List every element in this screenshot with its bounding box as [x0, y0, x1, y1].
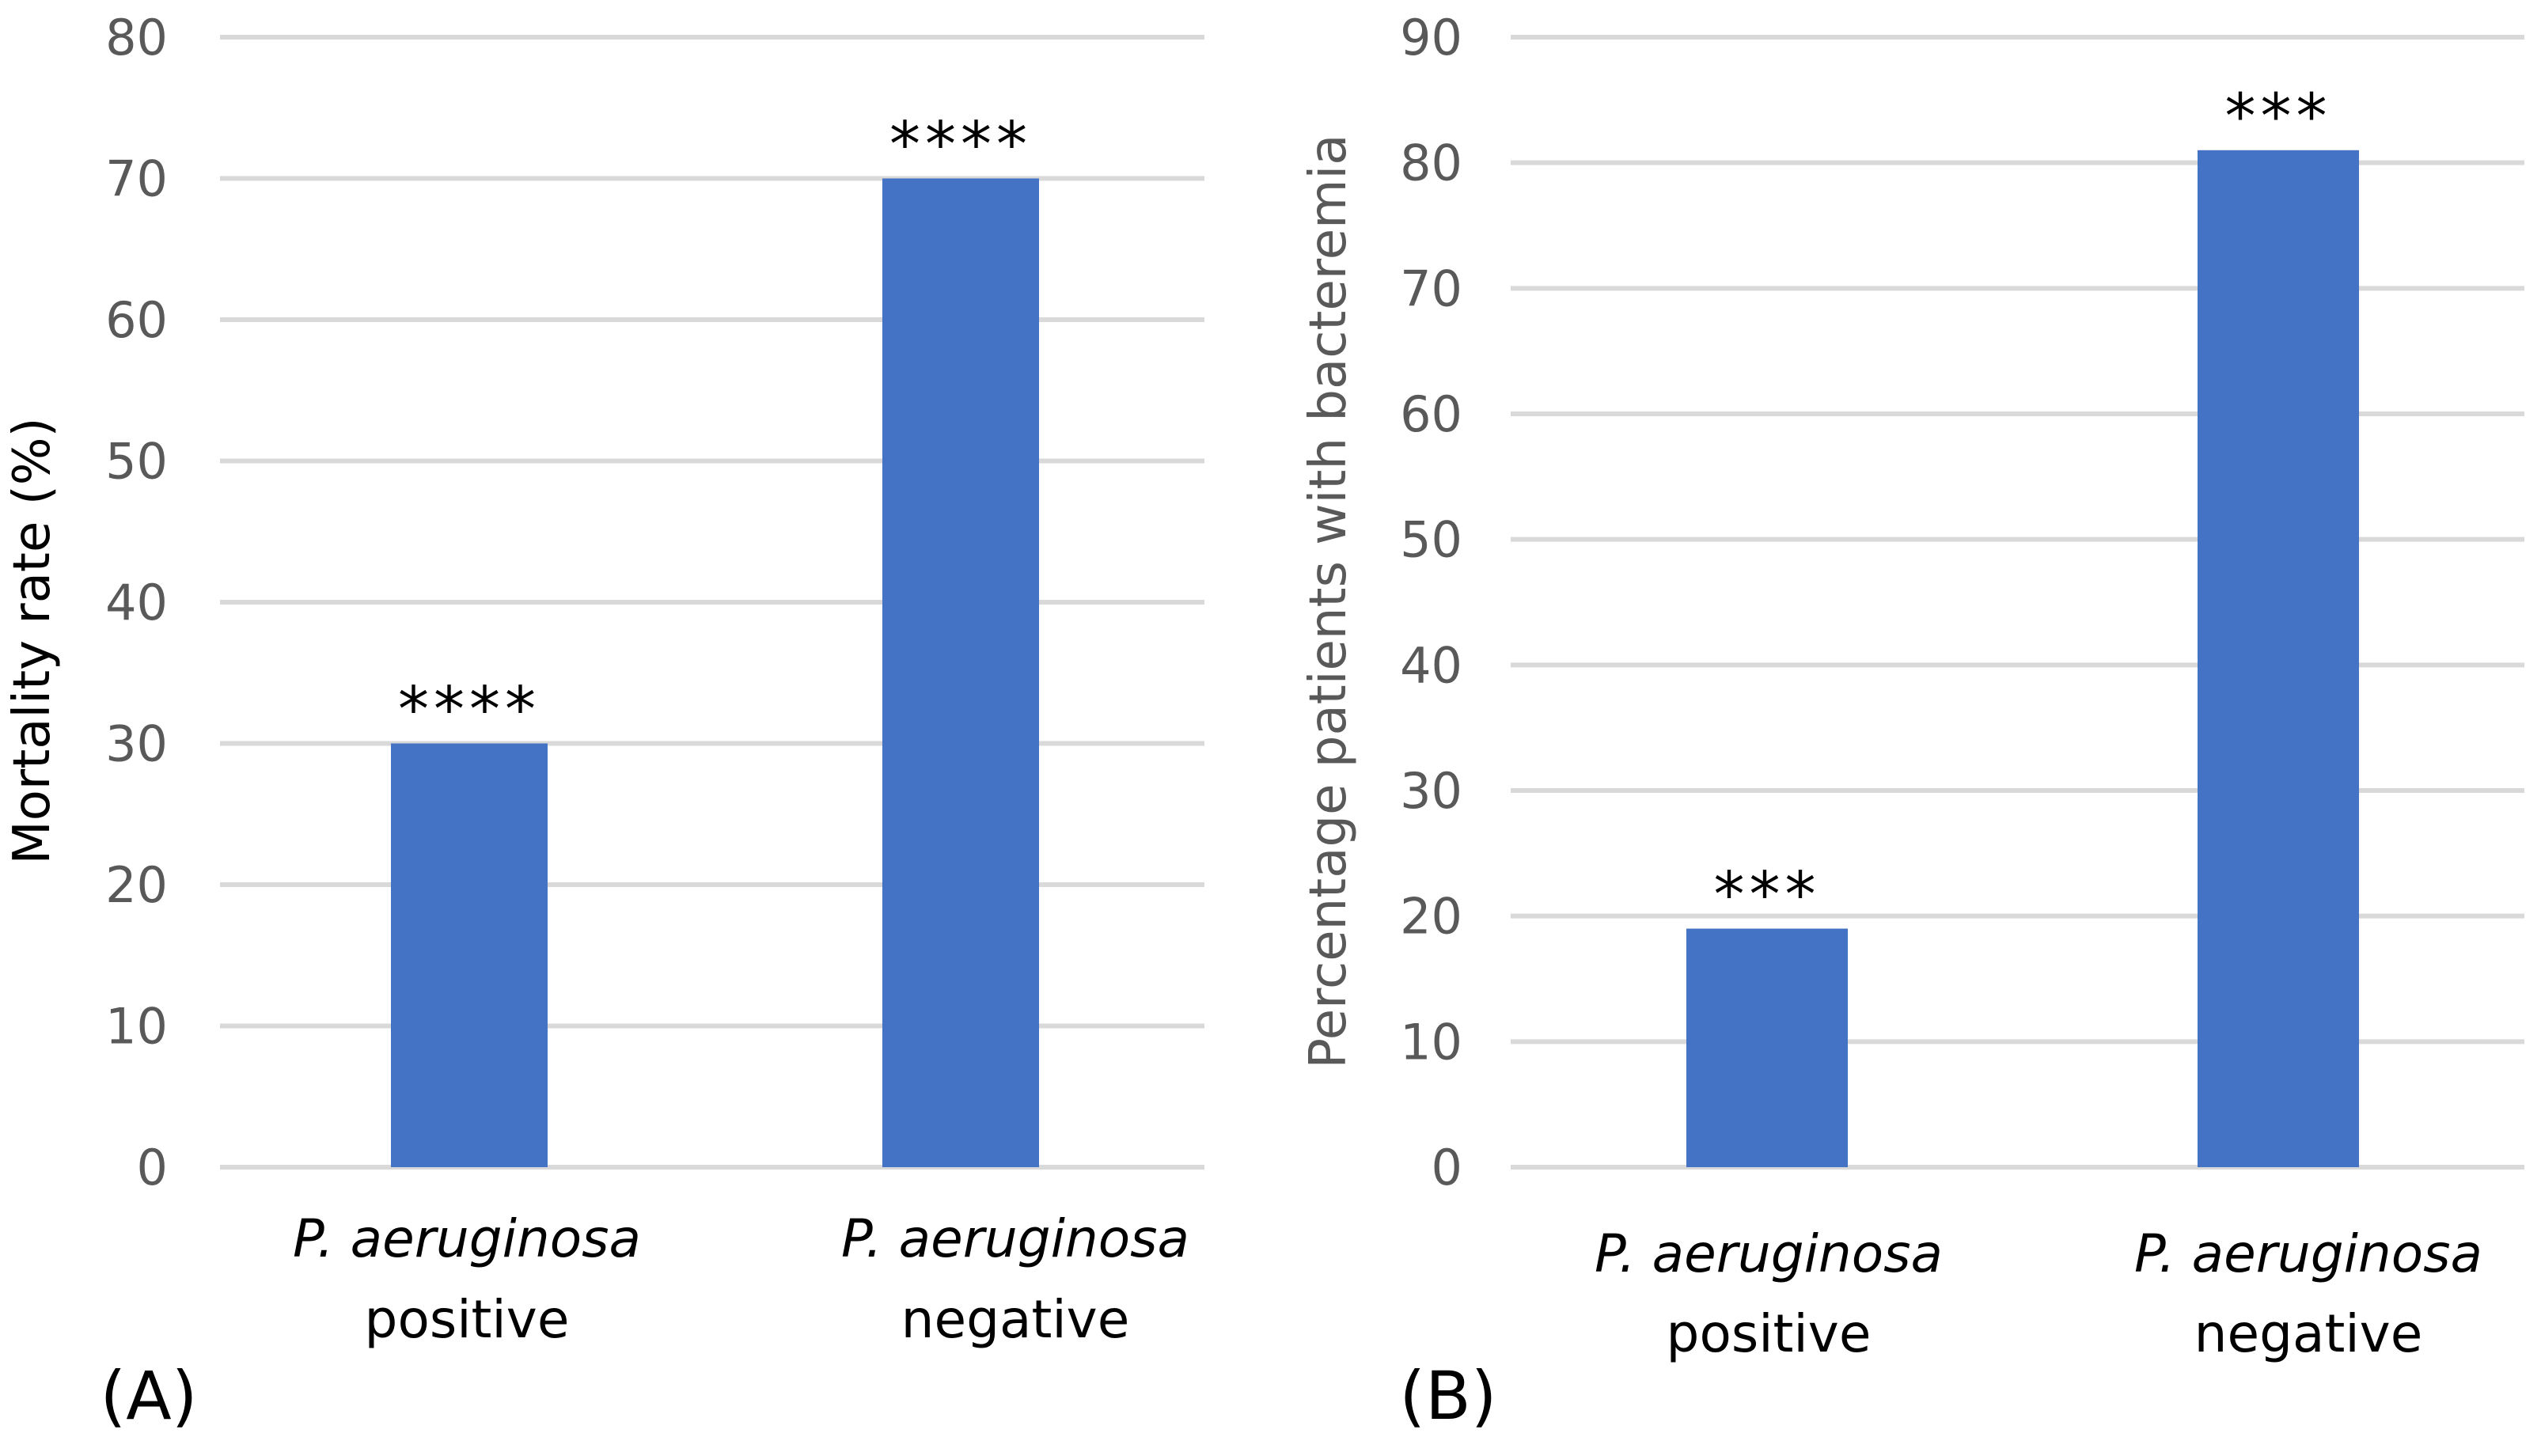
category-label-name: P. aeruginosa [293, 1208, 641, 1269]
y-tick-label: 60 [1400, 385, 1462, 443]
y-tick-label: 80 [1400, 135, 1462, 192]
y-tick-label: 80 [105, 9, 168, 66]
y-axis-title: Percentage patients with bacteremia [1299, 134, 1358, 1068]
panel-label: (A) [100, 1357, 197, 1435]
y-tick-label: 40 [105, 574, 168, 631]
y-tick-label: 70 [1400, 260, 1462, 317]
chart-panel-b: 0 10 20 30 40 50 60 70 80 90 *** *** P. aeruginosa po… [1299, 9, 2524, 1435]
category-label-qualifier: positive [365, 1289, 570, 1350]
chart-panel-a: 0 10 20 30 40 50 60 70 80 **** **** P. aeruginosa po… [3, 9, 1204, 1435]
y-axis-title: Mortality rate (%) [3, 418, 62, 865]
significance-label: **** [889, 110, 1032, 181]
category-label-qualifier: positive [1667, 1303, 1872, 1364]
significance-label: *** [2225, 82, 2332, 153]
y-tick-label: 50 [105, 433, 168, 491]
y-tick-label: 10 [1400, 1013, 1462, 1071]
bar [391, 743, 548, 1167]
y-tick-label: 70 [105, 150, 168, 208]
category-label-qualifier: negative [2194, 1303, 2423, 1364]
y-tick-label: 90 [1400, 9, 1462, 66]
bar [882, 178, 1039, 1167]
category-label-name: P. aeruginosa [2134, 1223, 2482, 1284]
y-tick-label: 20 [1400, 888, 1462, 946]
bar [1686, 928, 1848, 1167]
y-tick-label: 60 [105, 291, 168, 349]
category-label-qualifier: negative [901, 1289, 1130, 1350]
y-tick-label: 10 [105, 998, 168, 1056]
y-tick-label: 30 [1400, 762, 1462, 820]
y-tick-label: 0 [1432, 1139, 1462, 1196]
category-label-name: P. aeruginosa [1595, 1223, 1943, 1284]
category-label-name: P. aeruginosa [841, 1208, 1189, 1269]
y-tick-label: 40 [1400, 636, 1462, 694]
significance-label: **** [398, 675, 540, 746]
y-tick-label: 20 [105, 856, 168, 914]
y-tick-label: 0 [137, 1139, 168, 1196]
y-tick-label: 50 [1400, 511, 1462, 569]
panel-label: (B) [1399, 1357, 1496, 1435]
significance-label: *** [1714, 860, 1821, 931]
y-tick-label: 30 [105, 715, 168, 773]
bar [2198, 150, 2359, 1167]
